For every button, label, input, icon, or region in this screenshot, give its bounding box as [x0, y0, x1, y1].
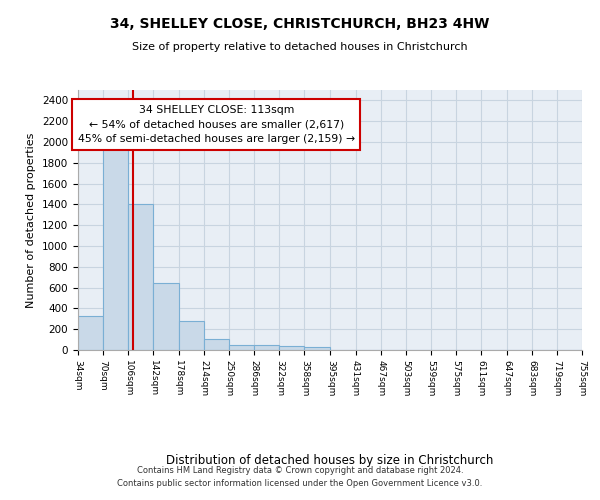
Y-axis label: Number of detached properties: Number of detached properties: [26, 132, 37, 308]
Text: Size of property relative to detached houses in Christchurch: Size of property relative to detached ho…: [132, 42, 468, 52]
X-axis label: Distribution of detached houses by size in Christchurch: Distribution of detached houses by size …: [166, 454, 494, 468]
Text: 34 SHELLEY CLOSE: 113sqm
← 54% of detached houses are smaller (2,617)
45% of sem: 34 SHELLEY CLOSE: 113sqm ← 54% of detach…: [78, 104, 355, 144]
Bar: [304, 348, 331, 350]
Text: 34, SHELLEY CLOSE, CHRISTCHURCH, BH23 4HW: 34, SHELLEY CLOSE, CHRISTCHURCH, BH23 4H…: [110, 18, 490, 32]
Text: Contains HM Land Registry data © Crown copyright and database right 2024.
Contai: Contains HM Land Registry data © Crown c…: [118, 466, 482, 487]
Bar: [128, 204, 154, 350]
Bar: [78, 316, 103, 350]
Bar: [154, 283, 179, 350]
Bar: [229, 345, 254, 350]
Bar: [103, 147, 128, 350]
Bar: [280, 346, 304, 350]
Bar: [204, 339, 229, 350]
Bar: [179, 322, 204, 350]
Bar: [254, 346, 280, 350]
